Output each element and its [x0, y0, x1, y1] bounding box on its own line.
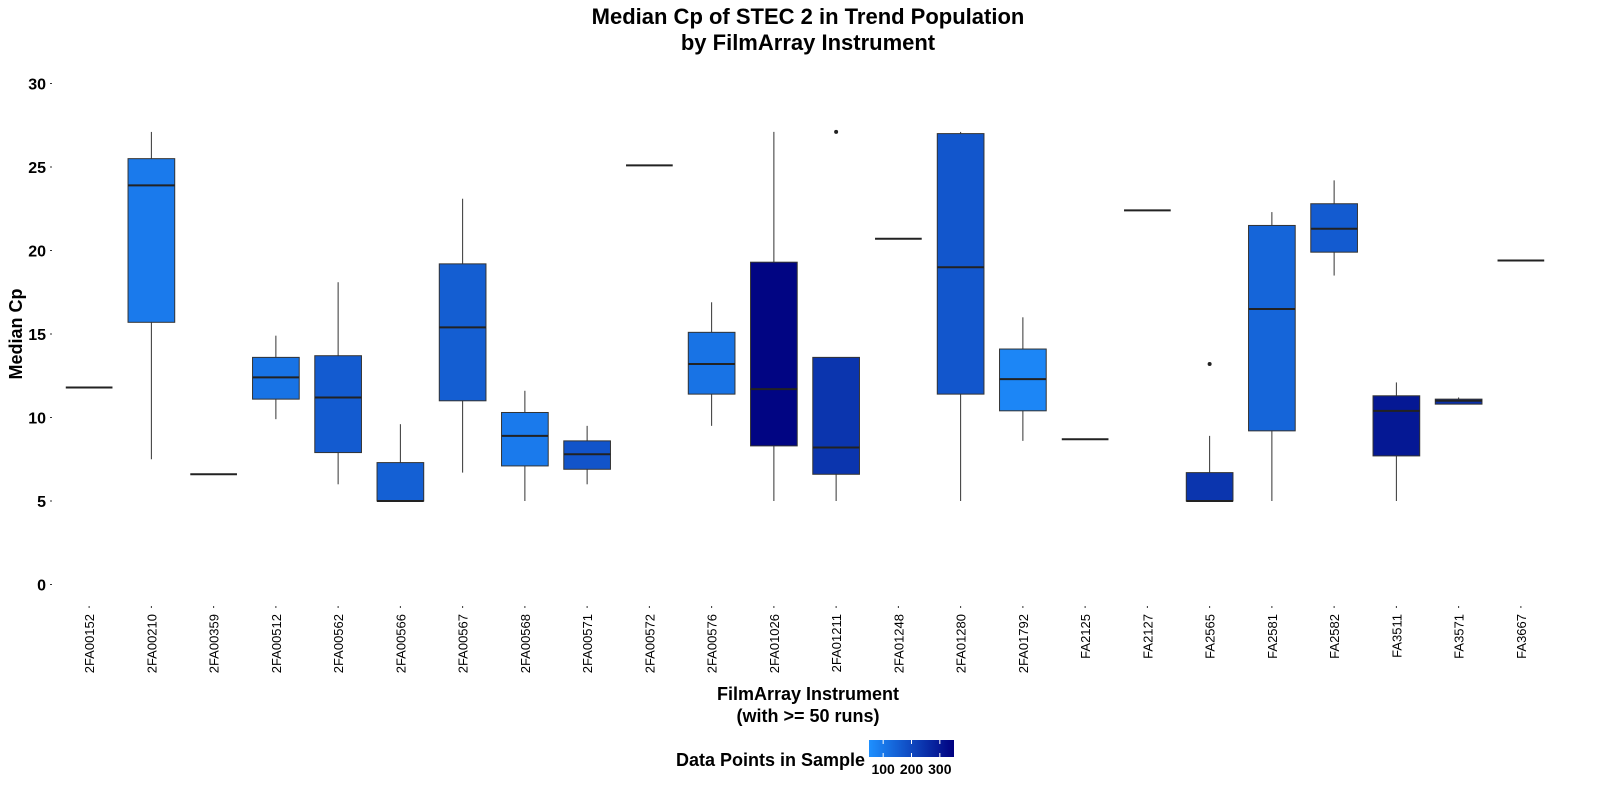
x-axis-title: FilmArray Instrument	[717, 684, 899, 704]
x-tick-label: 2FA00571	[580, 614, 595, 673]
iqr-box	[127, 158, 176, 323]
iqr-box	[936, 133, 985, 395]
iqr-box	[750, 261, 798, 447]
iqr-box	[314, 355, 362, 454]
y-axis-title: Median Cp	[6, 288, 26, 379]
x-tick-label: FA2581	[1265, 614, 1280, 659]
box-fa3571	[1434, 397, 1483, 405]
x-tick-label: FA2127	[1140, 614, 1155, 659]
x-tick-label: FA3511	[1389, 614, 1404, 658]
legend-tick-label: 100	[871, 761, 895, 777]
y-tick-label: 0	[37, 578, 46, 595]
legend-tick-label: 300	[928, 761, 952, 777]
box-2fa00512	[252, 335, 300, 420]
box-2fa00566	[376, 424, 425, 502]
box-2fa00576	[687, 302, 736, 426]
iqr-box	[501, 411, 549, 467]
x-tick-label: 2FA00359	[207, 614, 222, 673]
box-2fa00210	[127, 131, 176, 460]
x-tick-label: 2FA00152	[82, 614, 97, 673]
box-fa2581	[1248, 212, 1296, 501]
box-2fa01280	[936, 131, 985, 501]
x-tick-label: FA2565	[1203, 614, 1218, 659]
x-tick-label: FA3571	[1452, 614, 1467, 659]
box-2fa01792	[999, 317, 1047, 441]
chart-title: Median Cp of STEC 2 in Trend Population	[592, 4, 1025, 29]
box-2fa00571	[563, 425, 611, 485]
x-tick-label: FA3667	[1514, 614, 1529, 659]
x-tick-label: 2FA01280	[954, 614, 969, 673]
outlier-point	[834, 129, 839, 134]
x-tick-label: 2FA00576	[705, 614, 720, 673]
box-2fa01211	[812, 129, 860, 501]
box-2fa00568	[501, 390, 549, 501]
box-fa3511	[1372, 382, 1421, 501]
y-tick-label: 10	[28, 411, 46, 428]
x-tick-label: 2FA00566	[393, 614, 408, 673]
x-tick-label: 2FA01211	[829, 614, 844, 672]
box-2fa00567	[438, 198, 487, 473]
legend-title: Data Points in Sample	[676, 750, 865, 770]
y-tick-label: 25	[28, 160, 46, 177]
iqr-box	[438, 263, 487, 402]
x-tick-label: 2FA01026	[767, 614, 782, 673]
x-tick-label: 2FA00562	[331, 614, 346, 673]
box-series	[65, 129, 1545, 502]
x-tick-label: 2FA00568	[518, 614, 533, 673]
x-tick-label: 2FA00210	[144, 614, 159, 673]
legend-tick-label: 200	[900, 761, 924, 777]
y-tick-label: 15	[28, 327, 46, 344]
box-fa2582	[1310, 180, 1358, 276]
outlier-point	[1207, 362, 1212, 367]
x-tick-label: 2FA00567	[456, 614, 471, 673]
x-tick-label: 2FA00572	[642, 614, 657, 673]
iqr-box	[1248, 224, 1296, 432]
x-tick-label: 2FA01792	[1016, 614, 1031, 673]
x-tick-label: FA2582	[1327, 614, 1342, 659]
x-tick-label: 2FA00512	[269, 614, 284, 673]
y-axis: 0 5 10 15 20 25 30	[28, 77, 52, 595]
iqr-box	[1372, 395, 1421, 457]
x-tick-label: 2FA01248	[891, 614, 906, 673]
iqr-box	[812, 356, 860, 475]
x-axis-subtitle: (with >= 50 runs)	[736, 706, 879, 726]
legend-color-bar	[869, 740, 954, 757]
x-axis: 2FA00152 2FA00210 2FA00359 2FA00512 2FA00562…	[82, 606, 1529, 673]
box-2fa00562	[314, 282, 362, 485]
color-legend: Data Points in Sample 100 200 300	[676, 740, 954, 777]
iqr-box	[1185, 472, 1234, 502]
chart-subtitle: by FilmArray Instrument	[681, 30, 936, 55]
x-tick-label: FA2125	[1078, 614, 1093, 659]
y-tick-label: 30	[28, 77, 46, 94]
iqr-box	[376, 462, 425, 502]
box-2fa01026	[750, 131, 798, 501]
box-fa2565	[1185, 362, 1234, 502]
y-tick-label: 20	[28, 244, 46, 261]
y-tick-label: 5	[37, 494, 46, 511]
